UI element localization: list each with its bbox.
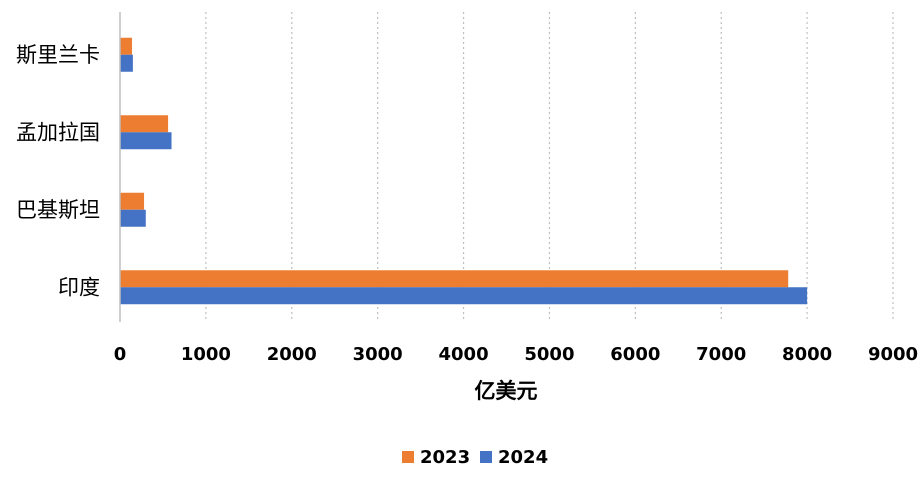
legend: 2023 2024 xyxy=(402,447,548,468)
category-label-0: 斯里兰卡 xyxy=(16,43,100,67)
bar-2023-2 xyxy=(120,192,145,210)
x-tick-label-5000: 5000 xyxy=(524,344,574,365)
x-tick-label-2000: 2000 xyxy=(267,344,317,365)
x-tick-label-4000: 4000 xyxy=(439,344,489,365)
labels: 0 1000 2000 3000 4000 5000 6000 7000 8000 9000 斯里兰… xyxy=(16,43,918,365)
bar-2024-2 xyxy=(120,209,146,227)
bar-2023-3 xyxy=(120,270,789,288)
x-tick-label-0: 0 xyxy=(114,344,127,365)
category-label-3: 印度 xyxy=(58,275,100,299)
legend-label-2024: 2024 xyxy=(498,447,548,468)
x-tick-label-9000: 9000 xyxy=(868,344,918,365)
bar-2023-0 xyxy=(120,37,133,55)
bar-2024-0 xyxy=(120,54,133,72)
category-label-1: 孟加拉国 xyxy=(16,120,100,144)
legend-label-2023: 2023 xyxy=(420,447,470,468)
x-tick-label-6000: 6000 xyxy=(610,344,660,365)
legend-swatch-2023 xyxy=(402,451,414,463)
bar-2024-1 xyxy=(120,132,172,150)
x-tick-label-1000: 1000 xyxy=(181,344,231,365)
bar-2024-3 xyxy=(120,287,808,305)
category-label-2: 巴基斯坦 xyxy=(16,198,100,222)
x-tick-label-8000: 8000 xyxy=(782,344,832,365)
bars xyxy=(120,37,808,305)
x-tick-label-7000: 7000 xyxy=(696,344,746,365)
bar-2023-1 xyxy=(120,115,169,133)
x-tick-label-3000: 3000 xyxy=(353,344,403,365)
legend-swatch-2024 xyxy=(480,451,492,463)
x-axis-title: 亿美元 xyxy=(475,379,538,403)
gridlines xyxy=(205,12,894,322)
